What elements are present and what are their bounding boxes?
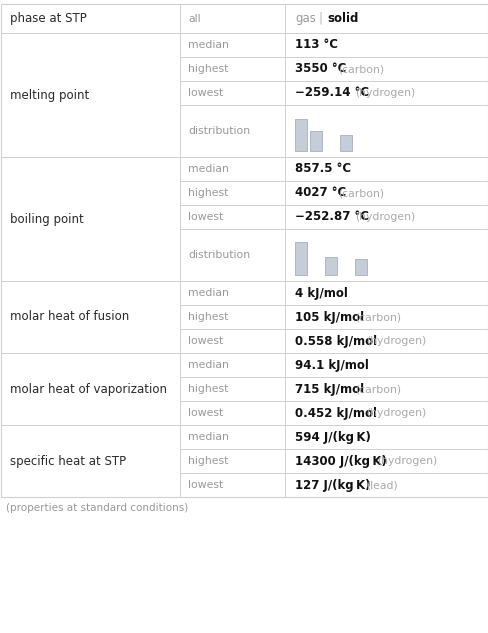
Text: 715 kJ/mol: 715 kJ/mol: [294, 382, 364, 396]
Text: highest: highest: [187, 188, 228, 198]
Text: (carbon): (carbon): [338, 64, 384, 74]
Bar: [354, 259, 366, 275]
Text: −252.87 °C: −252.87 °C: [294, 211, 368, 223]
Text: 14300 J/(kg K): 14300 J/(kg K): [294, 454, 386, 468]
Text: highest: highest: [187, 64, 228, 74]
Text: (lead): (lead): [365, 480, 397, 490]
Text: molar heat of vaporization: molar heat of vaporization: [10, 382, 167, 396]
Text: 3550 °C: 3550 °C: [294, 63, 346, 75]
Text: −259.14 °C: −259.14 °C: [294, 87, 368, 99]
Text: (hydrogen): (hydrogen): [354, 212, 414, 222]
Text: 127 J/(kg K): 127 J/(kg K): [294, 479, 370, 491]
Text: lowest: lowest: [187, 212, 223, 222]
Text: lowest: lowest: [187, 88, 223, 98]
Text: (hydrogen): (hydrogen): [365, 336, 426, 346]
Text: (hydrogen): (hydrogen): [365, 408, 426, 418]
Text: median: median: [187, 40, 228, 50]
Text: highest: highest: [187, 384, 228, 394]
Text: |: |: [318, 12, 323, 25]
Text: distribution: distribution: [187, 126, 250, 136]
Text: (carbon): (carbon): [354, 312, 400, 322]
Text: (properties at standard conditions): (properties at standard conditions): [6, 503, 188, 513]
Text: median: median: [187, 164, 228, 174]
Bar: [325, 257, 336, 275]
Text: all: all: [187, 13, 200, 23]
Text: 594 J/(kg K): 594 J/(kg K): [294, 430, 370, 444]
Text: 113 °C: 113 °C: [294, 39, 337, 51]
Text: (hydrogen): (hydrogen): [354, 88, 414, 98]
Text: median: median: [187, 288, 228, 298]
Text: 4 kJ/mol: 4 kJ/mol: [294, 287, 347, 299]
Text: highest: highest: [187, 312, 228, 322]
Text: lowest: lowest: [187, 336, 223, 346]
Text: median: median: [187, 360, 228, 370]
Text: distribution: distribution: [187, 250, 250, 260]
Bar: [294, 119, 306, 151]
Text: solid: solid: [326, 12, 358, 25]
Text: 105 kJ/mol: 105 kJ/mol: [294, 311, 364, 323]
Text: gas: gas: [294, 12, 315, 25]
Text: (carbon): (carbon): [354, 384, 400, 394]
Text: 4027 °C: 4027 °C: [294, 187, 346, 199]
Text: phase at STP: phase at STP: [10, 12, 86, 25]
Text: lowest: lowest: [187, 480, 223, 490]
Text: (carbon): (carbon): [338, 188, 384, 198]
Text: 94.1 kJ/mol: 94.1 kJ/mol: [294, 358, 368, 372]
Text: median: median: [187, 432, 228, 442]
Text: boiling point: boiling point: [10, 213, 83, 225]
Text: melting point: melting point: [10, 89, 89, 101]
Bar: [339, 135, 351, 151]
Bar: [294, 242, 306, 275]
Text: 857.5 °C: 857.5 °C: [294, 163, 350, 175]
Text: specific heat at STP: specific heat at STP: [10, 454, 126, 468]
Text: (hydrogen): (hydrogen): [376, 456, 436, 466]
Text: highest: highest: [187, 456, 228, 466]
Text: molar heat of fusion: molar heat of fusion: [10, 311, 129, 323]
Text: 0.558 kJ/mol: 0.558 kJ/mol: [294, 334, 376, 348]
Text: 0.452 kJ/mol: 0.452 kJ/mol: [294, 406, 376, 420]
Text: lowest: lowest: [187, 408, 223, 418]
Bar: [309, 131, 321, 151]
